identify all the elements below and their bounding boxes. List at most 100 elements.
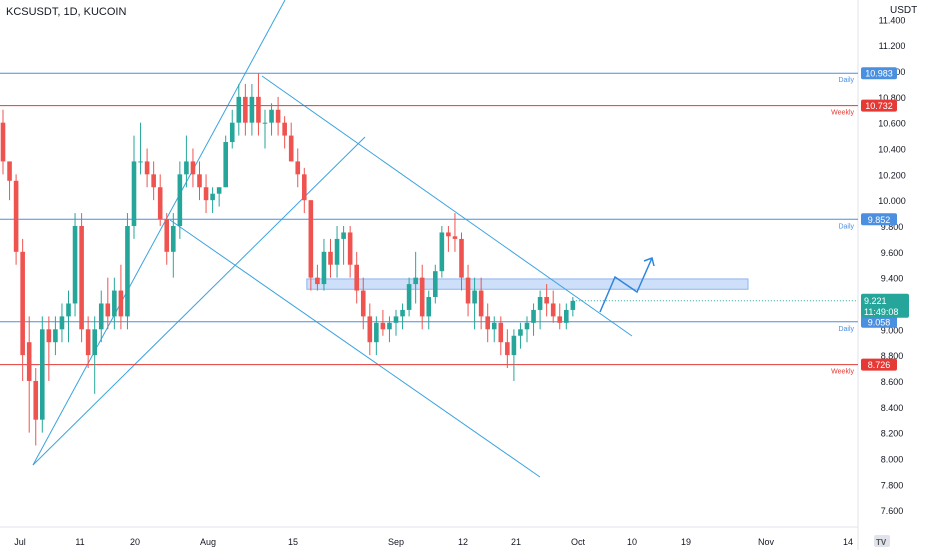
candle[interactable] [138,122,143,175]
candle[interactable] [426,290,432,330]
candle[interactable] [144,148,150,188]
candle[interactable] [85,316,91,369]
candle[interactable] [557,303,563,330]
candle[interactable] [341,225,346,265]
candle[interactable] [59,303,65,343]
candle[interactable] [328,238,333,278]
candle[interactable] [112,277,117,330]
candle[interactable] [7,161,12,201]
candle[interactable] [203,174,209,214]
trend-line[interactable] [261,75,633,337]
candle[interactable] [524,316,530,343]
candle[interactable] [419,264,425,330]
candle[interactable] [321,238,327,291]
candle[interactable] [288,122,294,162]
candle[interactable] [360,277,366,330]
candle[interactable] [105,277,111,330]
candle[interactable] [46,316,52,381]
candle[interactable] [72,213,78,317]
support-zone[interactable] [306,278,749,290]
price-axis[interactable]: 11.40011.20011.00010.80010.60010.40010.2… [861,15,909,516]
candle[interactable] [157,174,163,226]
drawing-lines[interactable]: Daily Weekly Daily Daily Weekly [0,0,858,478]
candle[interactable] [439,225,445,278]
candle[interactable] [282,116,287,149]
candle[interactable] [347,225,353,278]
candle[interactable] [302,167,307,214]
candle[interactable] [550,290,556,323]
candle[interactable] [66,290,71,343]
candle[interactable] [249,83,255,136]
candle[interactable] [0,109,6,175]
candle[interactable] [177,161,183,239]
candle[interactable] [491,316,497,343]
candle[interactable] [295,148,301,188]
candle[interactable] [308,200,314,291]
candle[interactable] [269,103,274,136]
candle[interactable] [315,264,320,291]
projection-arrow[interactable] [599,257,653,313]
candle[interactable] [518,322,523,349]
candle[interactable] [210,187,215,214]
candle[interactable] [243,83,248,136]
candle[interactable] [275,96,281,136]
candle[interactable] [26,316,32,433]
candle[interactable] [184,135,189,188]
candle[interactable] [531,303,536,336]
candle[interactable] [564,303,569,330]
candle[interactable] [256,73,261,136]
candle[interactable] [367,303,373,356]
candle[interactable] [400,303,405,330]
candle[interactable] [472,277,477,330]
candle[interactable] [40,316,45,433]
trend-line[interactable] [32,0,286,466]
candle[interactable] [53,316,58,356]
candle[interactable] [164,213,170,265]
candle[interactable] [118,264,124,330]
candle[interactable] [374,316,379,356]
candle[interactable] [131,135,137,239]
trend-line[interactable] [169,219,541,478]
candle[interactable] [465,264,471,317]
candle[interactable] [98,290,104,343]
candle[interactable] [354,251,359,304]
candle[interactable] [505,329,510,369]
candle[interactable] [13,174,19,265]
candle[interactable] [406,277,412,317]
candle[interactable] [452,213,458,252]
candle[interactable] [197,161,202,201]
candle[interactable] [570,297,576,317]
candle[interactable] [393,309,399,336]
candle[interactable] [511,329,517,381]
candle[interactable] [171,213,176,278]
time-axis[interactable]: Jul 11 20 Aug 15 Sep 12 21 Oct 10 19 Nov 14 [14,537,853,547]
candle[interactable] [537,290,543,330]
candle[interactable] [459,232,464,291]
candle[interactable] [236,83,242,136]
candle[interactable] [151,161,156,201]
candle[interactable] [478,277,484,330]
candle[interactable] [334,225,340,278]
candles[interactable] [0,73,576,446]
candle[interactable] [229,109,235,149]
candle[interactable] [125,213,130,330]
candle[interactable] [79,213,84,343]
candle[interactable] [20,238,25,381]
tradingview-logo-icon[interactable]: TV [874,535,890,547]
candle[interactable] [262,109,268,149]
candle[interactable] [446,225,451,252]
candle[interactable] [190,148,196,188]
candle[interactable] [498,316,504,356]
candle[interactable] [216,187,222,207]
candle[interactable] [544,284,549,317]
candle[interactable] [485,303,490,343]
candle[interactable] [413,251,418,304]
trend-line[interactable] [32,136,366,466]
candle[interactable] [223,135,228,188]
candle[interactable] [380,309,386,336]
candle[interactable] [92,316,97,394]
candle[interactable] [433,264,438,304]
candle[interactable] [387,316,392,343]
candle[interactable] [33,368,39,446]
